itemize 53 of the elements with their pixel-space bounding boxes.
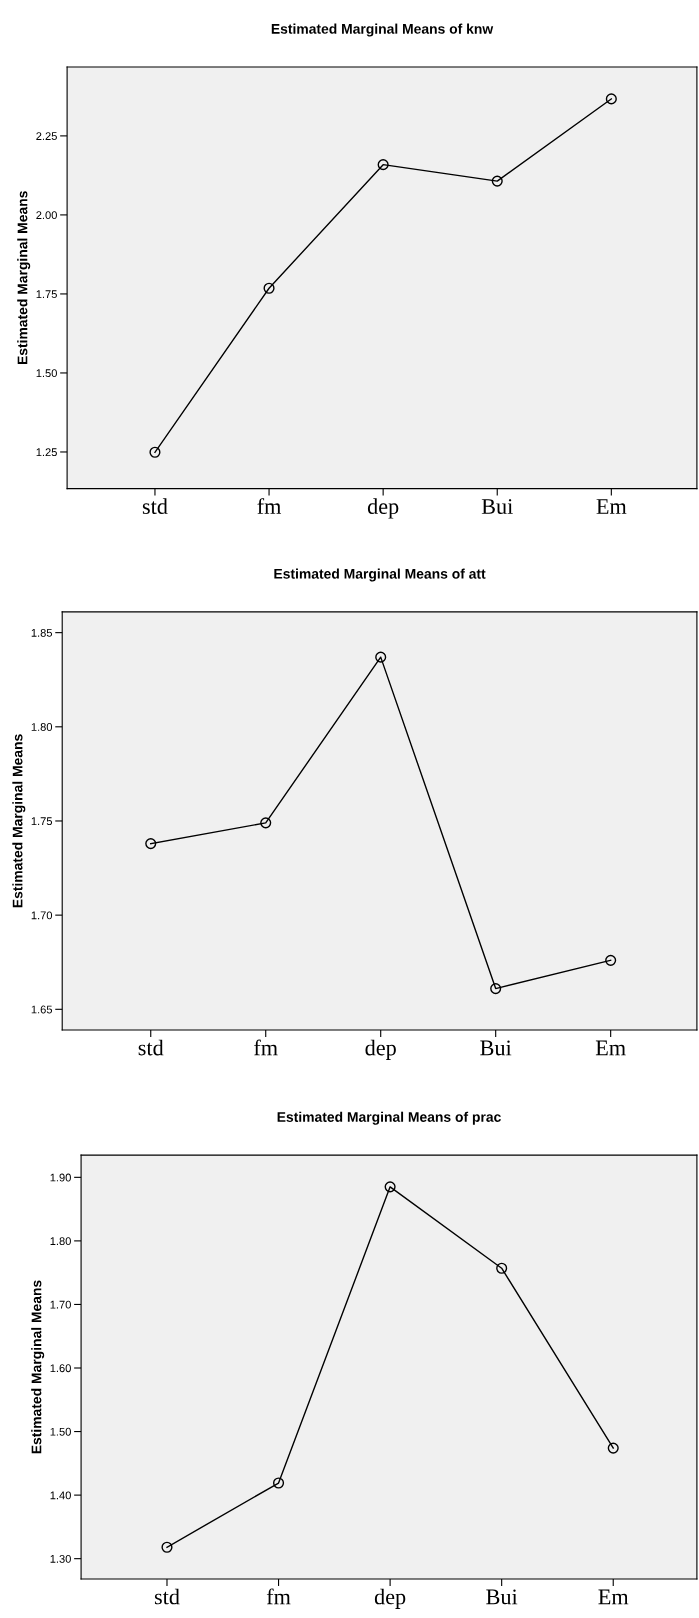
y-tick-label: 1.75 <box>36 290 57 299</box>
y-tick-label: 1.65 <box>31 1005 53 1014</box>
y-tick-label: 1.50 <box>36 369 57 378</box>
point <box>607 1442 619 1454</box>
y-tick-label: 1.90 <box>50 1173 71 1182</box>
point <box>375 651 387 663</box>
x-tick-label: dep <box>374 1588 406 1609</box>
x-tick-label: std <box>154 1588 180 1605</box>
chart-title: Estimated Marginal Means of knw <box>271 23 494 37</box>
x-tick-label: Bui <box>486 1589 518 1605</box>
y-tick-label: 1.75 <box>31 817 53 826</box>
y-tick-label: 1.40 <box>50 1491 71 1500</box>
x-tick-label: fm <box>254 1039 278 1056</box>
point <box>260 817 272 829</box>
point <box>605 954 617 966</box>
y-tick-label: 1.80 <box>50 1237 71 1246</box>
y-tick-label: 1.85 <box>31 628 53 637</box>
y-tick-label: 1.30 <box>50 1554 71 1563</box>
point <box>384 1181 396 1193</box>
x-tick-label: dep <box>365 1039 396 1060</box>
chart-title: Estimated Marginal Means of att <box>274 568 486 582</box>
point <box>377 159 389 171</box>
y-tick-label: 2.00 <box>36 211 57 220</box>
y-tick-label: 2.25 <box>36 132 57 141</box>
x-tick-label: Em <box>595 1040 626 1056</box>
x-tick-label: std <box>138 1039 164 1056</box>
point <box>491 175 503 187</box>
y-tick-label: 1.60 <box>50 1364 71 1373</box>
x-tick-label: Em <box>598 1589 629 1605</box>
point <box>149 446 161 458</box>
x-tick-label: Em <box>596 499 627 514</box>
y-axis-title: Estimated Marginal Means <box>31 1280 45 1454</box>
point <box>496 1262 508 1274</box>
y-axis-title: Estimated Marginal Means <box>17 191 31 365</box>
point <box>605 93 617 105</box>
point <box>490 983 502 995</box>
x-tick-label: dep <box>367 498 399 519</box>
y-tick-label: 1.25 <box>36 448 57 457</box>
y-tick-label: 1.70 <box>50 1300 71 1309</box>
point <box>161 1541 173 1553</box>
x-tick-label: std <box>142 498 168 514</box>
x-tick-label: Bui <box>480 1040 512 1056</box>
y-tick-label: 1.70 <box>31 911 53 920</box>
y-tick-label: 1.50 <box>50 1427 71 1436</box>
x-tick-label: fm <box>266 1588 291 1605</box>
point <box>272 1477 285 1489</box>
y-axis-title: Estimated Marginal Means <box>12 734 26 908</box>
chart-title: Estimated Marginal Means of prac <box>277 1111 501 1125</box>
point <box>145 838 157 850</box>
y-tick-label: 1.80 <box>31 723 53 731</box>
x-tick-label: Bui <box>481 499 513 514</box>
x-tick-label: fm <box>257 498 282 514</box>
point <box>263 282 275 294</box>
